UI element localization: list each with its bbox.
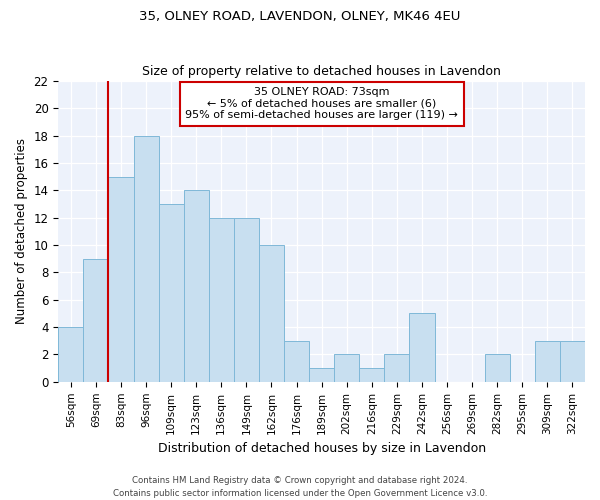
Bar [83,259,109,382]
Bar [284,341,309,382]
Bar [309,368,334,382]
Bar [234,218,259,382]
Text: 35, OLNEY ROAD, LAVENDON, OLNEY, MK46 4EU: 35, OLNEY ROAD, LAVENDON, OLNEY, MK46 4E… [139,10,461,23]
Bar [58,327,83,382]
Bar [485,354,510,382]
Bar [209,218,234,382]
Title: Size of property relative to detached houses in Lavendon: Size of property relative to detached ho… [142,66,501,78]
X-axis label: Distribution of detached houses by size in Lavendon: Distribution of detached houses by size … [158,442,486,455]
Bar [560,341,585,382]
Bar [259,245,284,382]
Bar [535,341,560,382]
Text: Contains HM Land Registry data © Crown copyright and database right 2024.
Contai: Contains HM Land Registry data © Crown c… [113,476,487,498]
Bar [409,314,434,382]
Bar [359,368,385,382]
Bar [134,136,158,382]
Bar [109,177,134,382]
Bar [158,204,184,382]
Bar [385,354,409,382]
Bar [334,354,359,382]
Text: 35 OLNEY ROAD: 73sqm
← 5% of detached houses are smaller (6)
95% of semi-detache: 35 OLNEY ROAD: 73sqm ← 5% of detached ho… [185,87,458,120]
Bar [184,190,209,382]
Y-axis label: Number of detached properties: Number of detached properties [15,138,28,324]
